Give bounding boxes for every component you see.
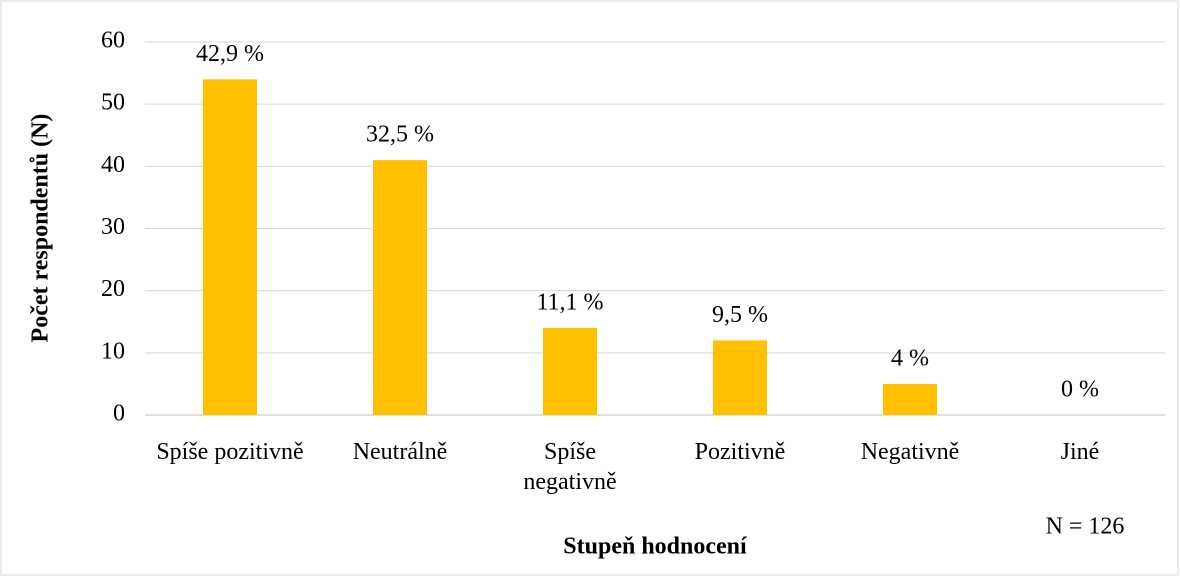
x-tick-label: Spíše pozitivně: [156, 439, 304, 465]
annotation: N = 126: [1046, 514, 1125, 540]
data-label: 9,5 %: [712, 302, 768, 328]
x-tick-label: Negativně: [860, 439, 960, 465]
x-tick-label: Neutrálně: [352, 439, 448, 465]
y-tick-label: 0: [113, 401, 125, 427]
y-tick-label: 50: [101, 90, 125, 116]
bar: [373, 160, 427, 415]
data-label: 42,9 %: [196, 41, 264, 67]
data-label: 0 %: [1061, 377, 1099, 403]
bar: [883, 383, 937, 415]
y-tick-label: 10: [101, 338, 125, 364]
data-label: 32,5 %: [366, 122, 434, 148]
y-tick-label: 30: [101, 214, 125, 240]
x-tick-label: Spíše negativně: [523, 439, 617, 495]
x-tick-label: Jiné: [1060, 439, 1100, 465]
bar: [713, 340, 767, 415]
data-label: 11,1 %: [536, 289, 603, 315]
y-axis-title: Počet respondentů (N): [28, 114, 54, 343]
y-tick-label: 20: [101, 276, 125, 302]
x-tick-label: Pozitivně: [694, 439, 786, 465]
y-tick-label: 60: [101, 28, 125, 54]
bar: [543, 327, 597, 415]
bar: [203, 79, 257, 416]
y-tick-label: 40: [101, 152, 125, 178]
data-label: 4 %: [891, 345, 929, 371]
x-axis-title: Stupeň hodnocení: [563, 534, 747, 560]
